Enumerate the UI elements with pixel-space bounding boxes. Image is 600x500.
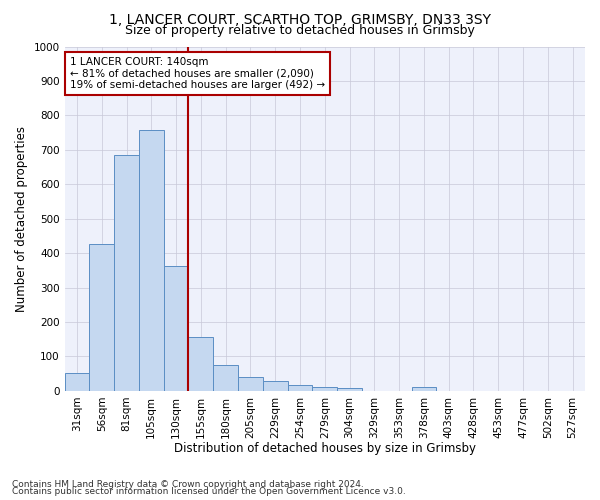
Bar <box>337 388 362 391</box>
Text: Contains HM Land Registry data © Crown copyright and database right 2024.: Contains HM Land Registry data © Crown c… <box>12 480 364 489</box>
Text: 1, LANCER COURT, SCARTHO TOP, GRIMSBY, DN33 3SY: 1, LANCER COURT, SCARTHO TOP, GRIMSBY, D… <box>109 12 491 26</box>
Bar <box>114 155 139 391</box>
Bar <box>65 373 89 391</box>
X-axis label: Distribution of detached houses by size in Grimsby: Distribution of detached houses by size … <box>174 442 476 455</box>
Bar <box>313 388 337 391</box>
Bar <box>213 365 238 391</box>
Bar <box>412 388 436 391</box>
Bar <box>164 266 188 391</box>
Bar <box>188 338 213 391</box>
Bar <box>238 377 263 391</box>
Bar <box>139 130 164 391</box>
Bar <box>287 385 313 391</box>
Text: Size of property relative to detached houses in Grimsby: Size of property relative to detached ho… <box>125 24 475 37</box>
Text: Contains public sector information licensed under the Open Government Licence v3: Contains public sector information licen… <box>12 487 406 496</box>
Text: 1 LANCER COURT: 140sqm
← 81% of detached houses are smaller (2,090)
19% of semi-: 1 LANCER COURT: 140sqm ← 81% of detached… <box>70 57 325 90</box>
Y-axis label: Number of detached properties: Number of detached properties <box>15 126 28 312</box>
Bar <box>263 381 287 391</box>
Bar <box>89 244 114 391</box>
